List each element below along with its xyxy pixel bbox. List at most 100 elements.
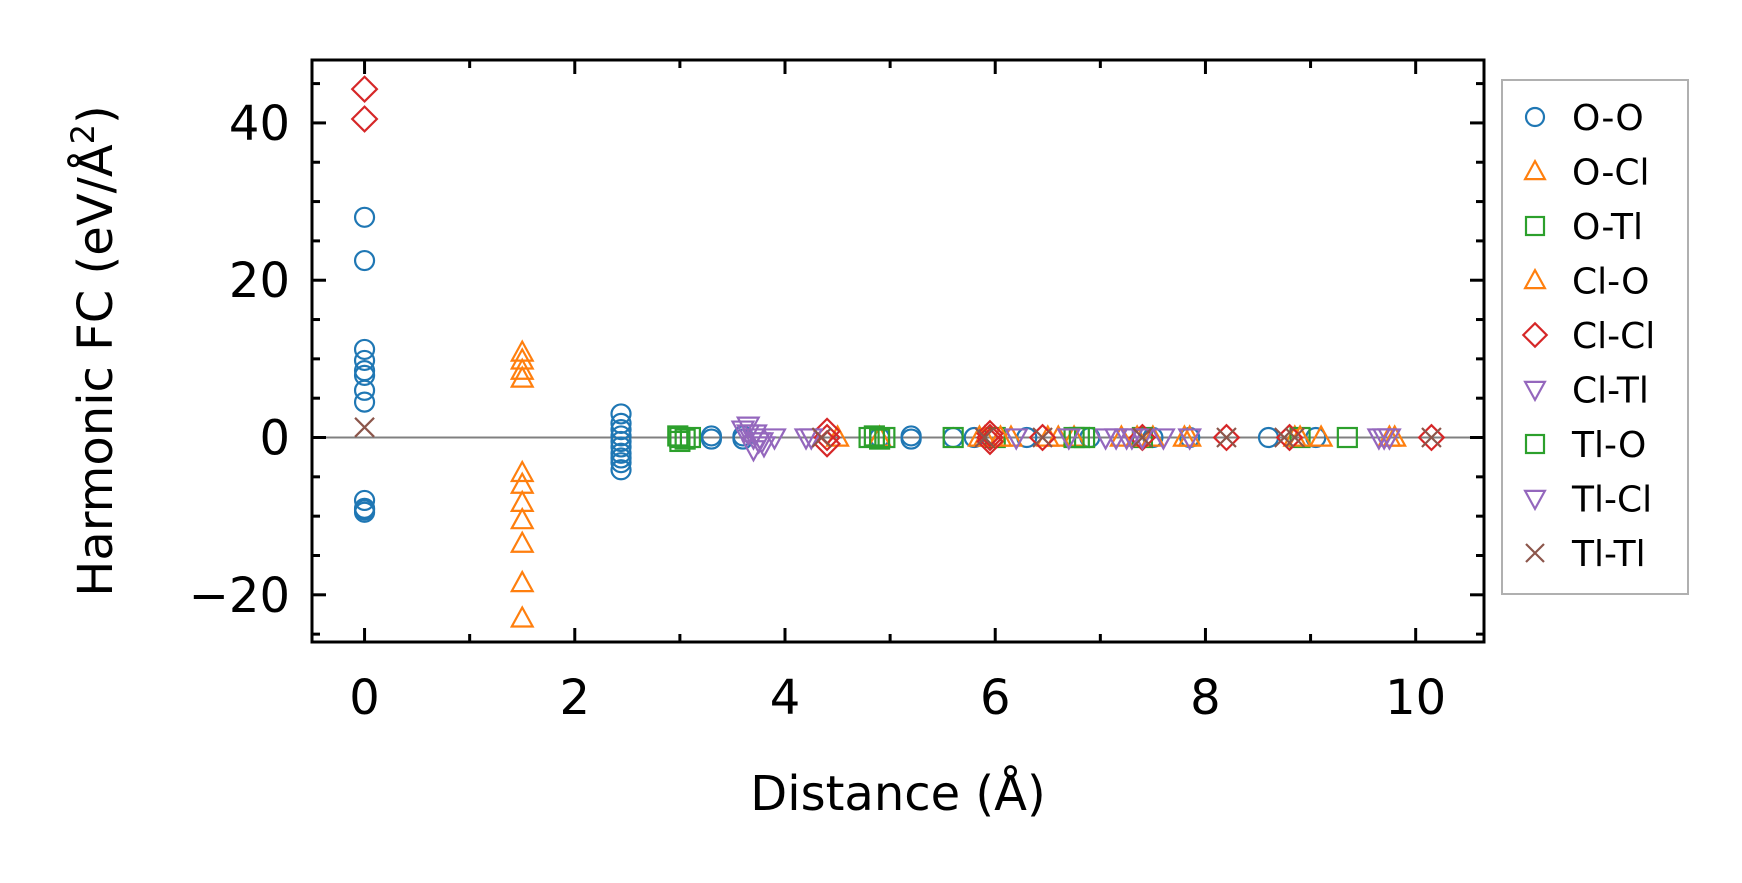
x-tick-label: 0 xyxy=(349,670,380,726)
data-point xyxy=(509,365,535,388)
data-point xyxy=(610,459,632,481)
legend-entry: O-O xyxy=(1524,98,1644,139)
data-point xyxy=(610,430,632,453)
y-axis-label-superscript: 2 xyxy=(64,124,102,144)
legend-marker xyxy=(1523,489,1547,512)
x-tick-label: 10 xyxy=(1385,670,1446,726)
data-point xyxy=(353,249,376,272)
legend-entry: Cl-O xyxy=(1523,262,1649,303)
data-point xyxy=(1417,423,1446,452)
data-point xyxy=(353,338,376,361)
legend-entry: Tl-Tl xyxy=(1525,534,1646,575)
data-point xyxy=(743,424,768,447)
legend-marker xyxy=(1524,215,1546,237)
data-point xyxy=(976,419,1004,448)
data-point xyxy=(1132,427,1153,448)
data-point xyxy=(509,459,535,483)
data-point xyxy=(509,605,535,628)
data-point xyxy=(1003,428,1029,451)
data-point xyxy=(1103,428,1129,451)
data-point xyxy=(354,417,375,438)
series-cl-cl xyxy=(350,75,1446,458)
data-point xyxy=(1216,427,1237,448)
data-point xyxy=(1308,424,1334,447)
data-point xyxy=(1371,428,1397,451)
legend-entry: Cl-Tl xyxy=(1523,371,1649,412)
data-point xyxy=(1336,426,1358,449)
data-point xyxy=(988,424,1013,447)
data-point xyxy=(735,416,761,439)
data-point xyxy=(1119,428,1145,451)
data-point xyxy=(1032,427,1053,448)
data-point xyxy=(350,105,379,133)
y-axis-label: Harmonic FC (eV/Å2) xyxy=(64,105,124,597)
legend-marker xyxy=(1524,106,1546,128)
y-axis-label-main: Harmonic FC (eV/Å xyxy=(67,144,124,597)
legend-entry: Cl-Cl xyxy=(1521,316,1655,357)
data-point xyxy=(942,426,964,449)
x-tick-label: 6 xyxy=(980,670,1011,726)
data-point xyxy=(610,447,632,469)
data-point xyxy=(900,428,922,450)
data-point xyxy=(353,379,376,401)
legend-entry: Tl-Cl xyxy=(1523,480,1652,521)
data-point xyxy=(353,349,376,372)
data-point xyxy=(350,75,379,104)
legend-label: Cl-Cl xyxy=(1572,316,1655,357)
series-tl-cl xyxy=(743,424,1397,455)
data-point xyxy=(509,357,535,380)
data-point xyxy=(976,427,1004,456)
y-tick-label: −20 xyxy=(189,568,290,624)
y-tick-label: 40 xyxy=(229,96,290,152)
legend-marker xyxy=(1521,321,1549,349)
data-point xyxy=(669,426,691,449)
data-point xyxy=(509,569,535,593)
data-point xyxy=(610,436,632,458)
series-o-o xyxy=(353,206,1327,523)
legend-label: Tl-Tl xyxy=(1571,534,1646,575)
legend-marker xyxy=(1525,543,1545,563)
data-point xyxy=(874,426,896,449)
data-point xyxy=(353,499,376,521)
data-point xyxy=(353,489,376,512)
data-point xyxy=(610,425,632,447)
data-point xyxy=(1151,428,1176,451)
legend-label: O-Cl xyxy=(1572,153,1649,194)
legend-entry: O-Cl xyxy=(1523,153,1649,194)
y-tick-label: 20 xyxy=(229,253,290,309)
legend-marker xyxy=(1524,433,1546,455)
data-point xyxy=(667,425,689,447)
legend-label: O-O xyxy=(1572,98,1644,139)
data-point xyxy=(1109,424,1134,447)
x-tick-label: 8 xyxy=(1190,670,1221,726)
series-tl-tl xyxy=(354,417,1442,448)
legend-label: Cl-O xyxy=(1572,262,1649,303)
data-point xyxy=(1377,424,1402,447)
data-point xyxy=(1421,427,1442,448)
tick-labels: 0 2 4 6 8 10 −20 0 20 40 xyxy=(189,96,1447,726)
data-point xyxy=(610,403,632,425)
data-point xyxy=(700,428,723,450)
data-points xyxy=(350,75,1446,628)
data-point xyxy=(811,427,833,448)
legend-label: Tl-Cl xyxy=(1571,480,1652,521)
y-axis-label-close: ) xyxy=(68,105,124,124)
legend-label: Tl-O xyxy=(1571,425,1646,466)
legend-marker xyxy=(1523,158,1547,181)
legend-entry: Tl-O xyxy=(1524,425,1646,466)
x-tick-label: 4 xyxy=(770,670,801,726)
legend-marker xyxy=(1523,380,1547,403)
data-point xyxy=(749,432,775,455)
data-point xyxy=(858,426,880,449)
data-point xyxy=(1177,428,1202,451)
data-point xyxy=(1028,423,1057,452)
data-point xyxy=(1284,427,1306,448)
plot-frame xyxy=(310,58,1486,644)
data-point xyxy=(1177,424,1202,447)
legend-entry: O-Tl xyxy=(1524,207,1643,248)
legend-entries: O-O O-Cl O-Tl Cl-O Cl-Cl Cl-Tl Tl-O Tl-Cl Tl-Tl xyxy=(1521,98,1655,575)
x-tick-label: 2 xyxy=(560,670,591,726)
legend-label: Cl-Tl xyxy=(1572,371,1649,412)
data-point xyxy=(353,391,376,413)
data-point xyxy=(674,428,696,450)
